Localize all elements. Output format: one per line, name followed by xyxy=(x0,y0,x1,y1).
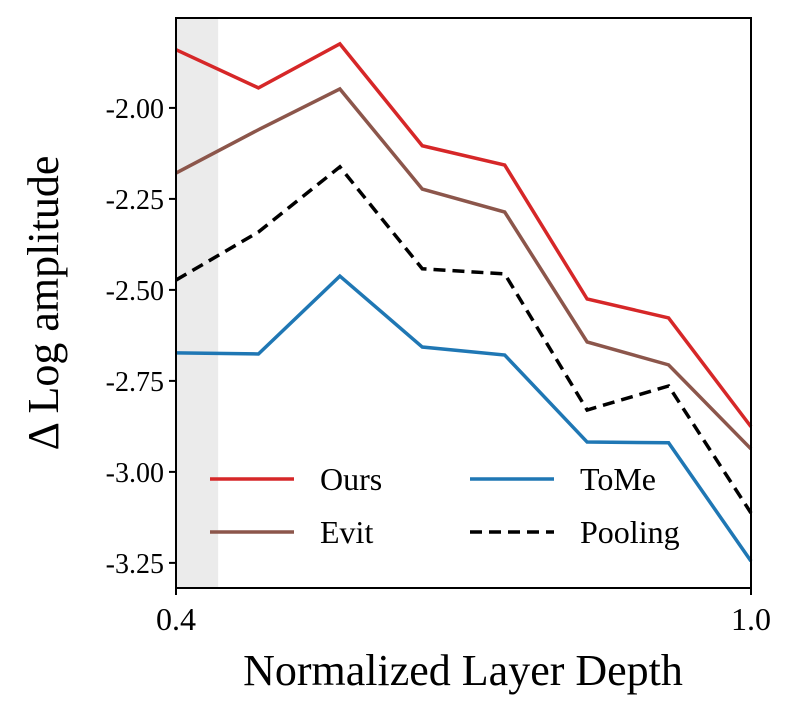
series-line-pooling xyxy=(175,164,753,514)
y-tick-label: -3.25 xyxy=(106,549,164,580)
legend: Ours ToMe Evit Pooling xyxy=(210,461,680,550)
y-axis-label: Δ Log amplitude xyxy=(19,156,68,451)
y-tick-label: -2.25 xyxy=(106,185,164,216)
legend-label-tome: ToMe xyxy=(580,461,656,497)
y-tick-label: -2.00 xyxy=(106,94,164,125)
series-line-evit xyxy=(175,86,753,451)
y-tick-label: -2.50 xyxy=(106,276,164,307)
legend-label-pooling: Pooling xyxy=(580,514,680,550)
y-tick-label: -3.00 xyxy=(106,458,164,489)
legend-label-ours: Ours xyxy=(320,461,382,497)
y-tick-label: -2.75 xyxy=(106,367,164,398)
shaded-region xyxy=(176,18,219,588)
series-line-ours xyxy=(175,41,753,428)
x-tick-label: 1.0 xyxy=(731,601,771,637)
x-axis-label: Normalized Layer Depth xyxy=(243,646,683,695)
legend-label-evit: Evit xyxy=(320,514,373,550)
x-tick-label: 0.4 xyxy=(156,601,196,637)
series-line-tome xyxy=(175,273,753,563)
plot-frame xyxy=(175,17,752,589)
